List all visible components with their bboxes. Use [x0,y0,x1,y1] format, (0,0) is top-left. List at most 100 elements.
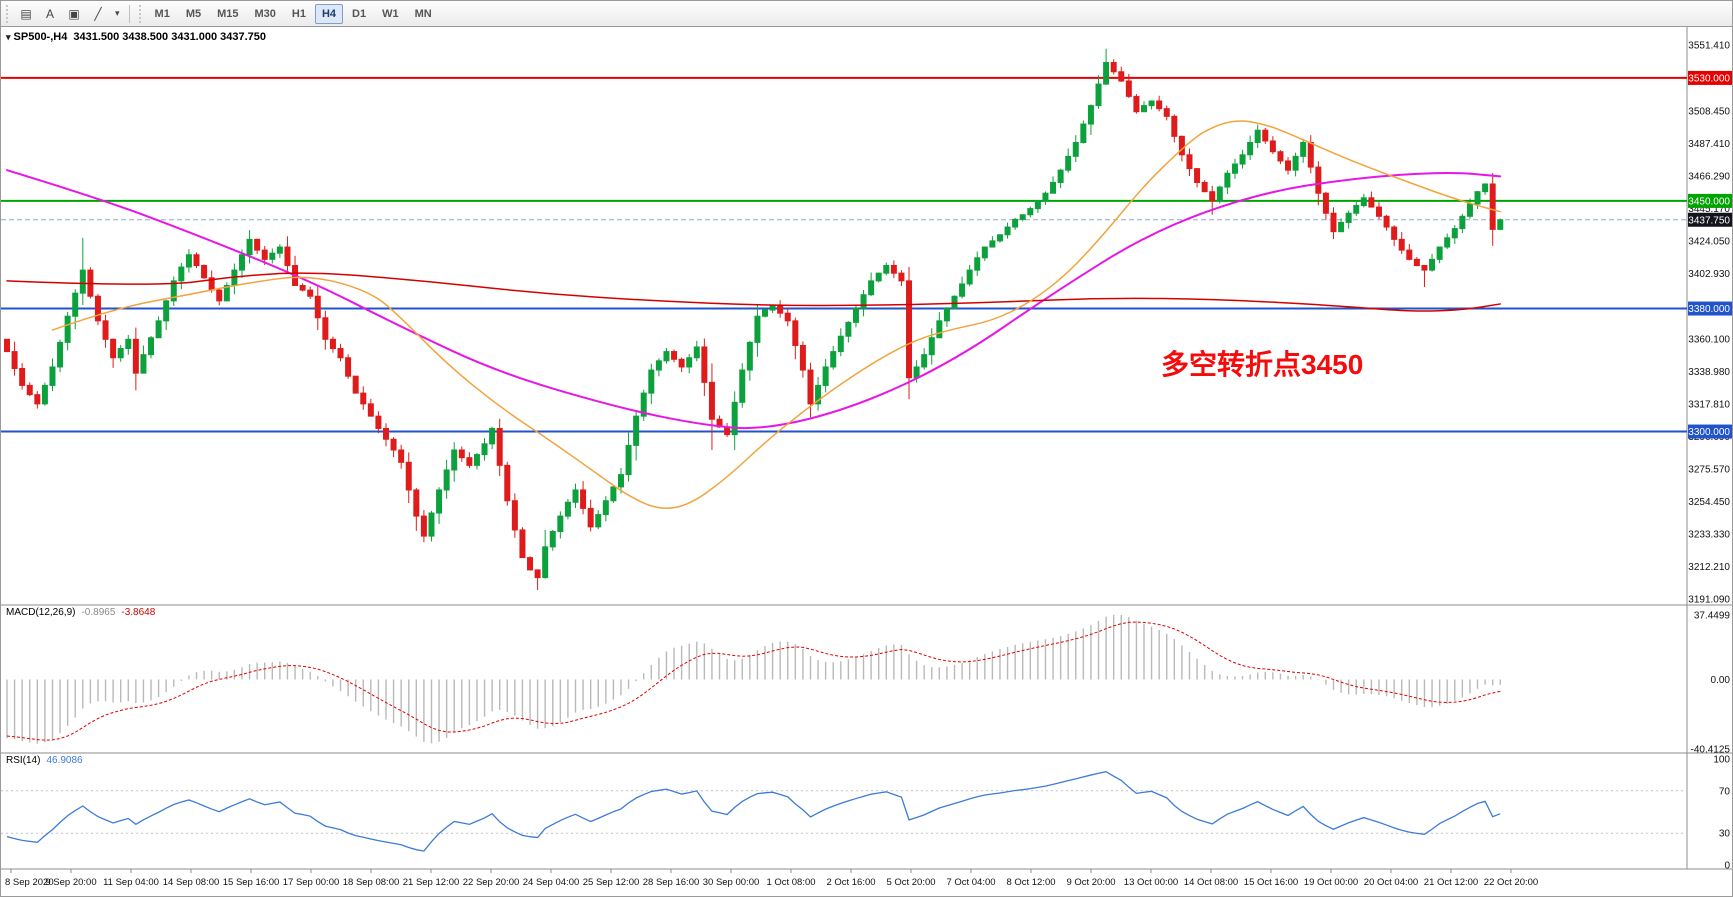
candle-body [1497,219,1504,230]
timeframe-button-h4[interactable]: H4 [314,3,344,24]
candle-body [1163,108,1170,117]
candle-body [648,369,655,394]
price-axis-label: 3191.090 [1688,594,1730,605]
price-axis-label: 3254.450 [1688,497,1730,508]
time-axis-label: 22 Oct 20:00 [1484,877,1538,888]
candle-body [1444,237,1451,248]
candle-body [49,366,56,386]
candle-body [822,366,829,386]
candle-body [633,415,640,446]
chart-canvas[interactable]: 3551.410 3508.450 3487.410 3466.290 3445.170… [1,27,1733,897]
annotation-text[interactable]: 多空转折点3450 [1161,349,1364,380]
bid-price-badge-label: 3437.750 [1688,215,1730,226]
candle-body [125,338,132,350]
macd-signal-value: -3.8648 [121,607,156,618]
candle-body [784,312,791,322]
rsi-panel-resize-handle[interactable] [1,751,1732,756]
line-tool[interactable]: ╱ [87,4,109,24]
symbol-title: ▾ SP500-,H4 3431.500 3438.500 3431.000 343… [6,31,266,43]
candle-body [489,427,496,445]
timeframe-button-h1[interactable]: H1 [285,4,313,24]
candle-body [1451,228,1458,239]
timeframe-button-mn[interactable]: MN [408,4,439,24]
price-axis-label: 3233.330 [1688,530,1730,541]
line-tool-dropdown[interactable]: ▾ [111,4,124,24]
candle-body [1019,214,1026,220]
candle-body [936,320,943,339]
time-axis-label: 14 Sep 08:00 [163,877,220,888]
candle-body [1383,215,1390,228]
level-3450.000-badge [1688,193,1732,208]
candle-body [587,507,594,528]
timeframe-button-m5[interactable]: M5 [179,4,208,24]
objects-list-tool[interactable]: ▣ [63,4,85,24]
chart-workspace: 3551.410 3508.450 3487.410 3466.290 3445.170… [1,27,1733,897]
candle-body [837,335,844,353]
rsi-axis-label: 100 [1713,755,1730,766]
candle-body [254,238,261,251]
timeframe-button-m15[interactable]: M15 [210,4,245,24]
time-axis-label: 9 Oct 20:00 [1066,877,1115,888]
candle-body [148,337,155,356]
time-axis-label: 11 Sep 04:00 [103,877,159,888]
ma-long-red [6,272,1502,312]
candle-body [1072,141,1079,157]
level-3530.000-badge [1688,70,1732,85]
candle-body [1034,200,1041,210]
timeframe-button-w1[interactable]: W1 [375,4,406,24]
time-axis-label: 18 Sep 08:00 [343,877,400,888]
timeframe-toolbar-grip[interactable] [136,4,144,23]
candle-body [443,469,450,491]
level-3300.000-badge [1688,424,1732,439]
toolbar-grip[interactable] [4,4,11,23]
candle-body [830,351,837,368]
candle-body [4,338,10,353]
candle-body [1474,191,1481,205]
candle-body [246,238,253,256]
candle-body [860,294,867,310]
candle-body [1103,62,1110,85]
candle-body [746,341,753,371]
time-axis-label: 1 Oct 08:00 [766,877,815,888]
candle-body [921,354,928,368]
candle-body [420,515,427,537]
candle-body [595,514,602,528]
candle-body [19,368,26,386]
candle-body [1065,155,1072,171]
candle-body [671,351,678,360]
candle-body [1368,197,1375,208]
timeframe-button-m1[interactable]: M1 [148,4,177,24]
candle-body [1459,215,1466,230]
candle-body [367,403,374,417]
candle-body [1057,169,1064,183]
candle-body [413,489,420,517]
candle-body [428,512,435,537]
macd-axis-label: -40.4125 [1691,745,1731,756]
macd-main-value: -0.8965 [81,607,116,618]
time-axis-label: 30 Sep 00:00 [703,877,760,888]
level-3450.000-badge-label: 3450.000 [1688,196,1730,207]
macd-axis-label: 0.00 [1711,675,1731,686]
bid-price-badge [1688,212,1732,227]
candle-body [216,289,223,302]
price-axis-label: 3212.210 [1688,562,1730,573]
candle-body [1375,206,1382,217]
macd-panel-resize-handle[interactable] [1,603,1732,608]
candle-body [1421,264,1428,271]
candle-body [693,346,700,359]
candle-body [1307,141,1314,168]
candle-body [1413,258,1420,266]
candle-body [383,427,389,440]
candle-body [132,338,139,374]
candle-body [974,257,981,271]
level-3380.000-badge [1688,301,1732,316]
annotate-text-tool[interactable]: A [39,4,61,24]
time-axis-label: 9 Sep 20:00 [45,877,96,888]
candle-body [542,546,549,579]
candle-body [473,454,480,466]
charts-grid-icon[interactable]: ▤ [15,4,37,24]
candle-body [458,449,465,459]
timeframe-button-d1[interactable]: D1 [345,4,373,24]
price-axis-label: 3275.570 [1688,465,1730,476]
timeframe-button-m30[interactable]: M30 [248,4,283,24]
